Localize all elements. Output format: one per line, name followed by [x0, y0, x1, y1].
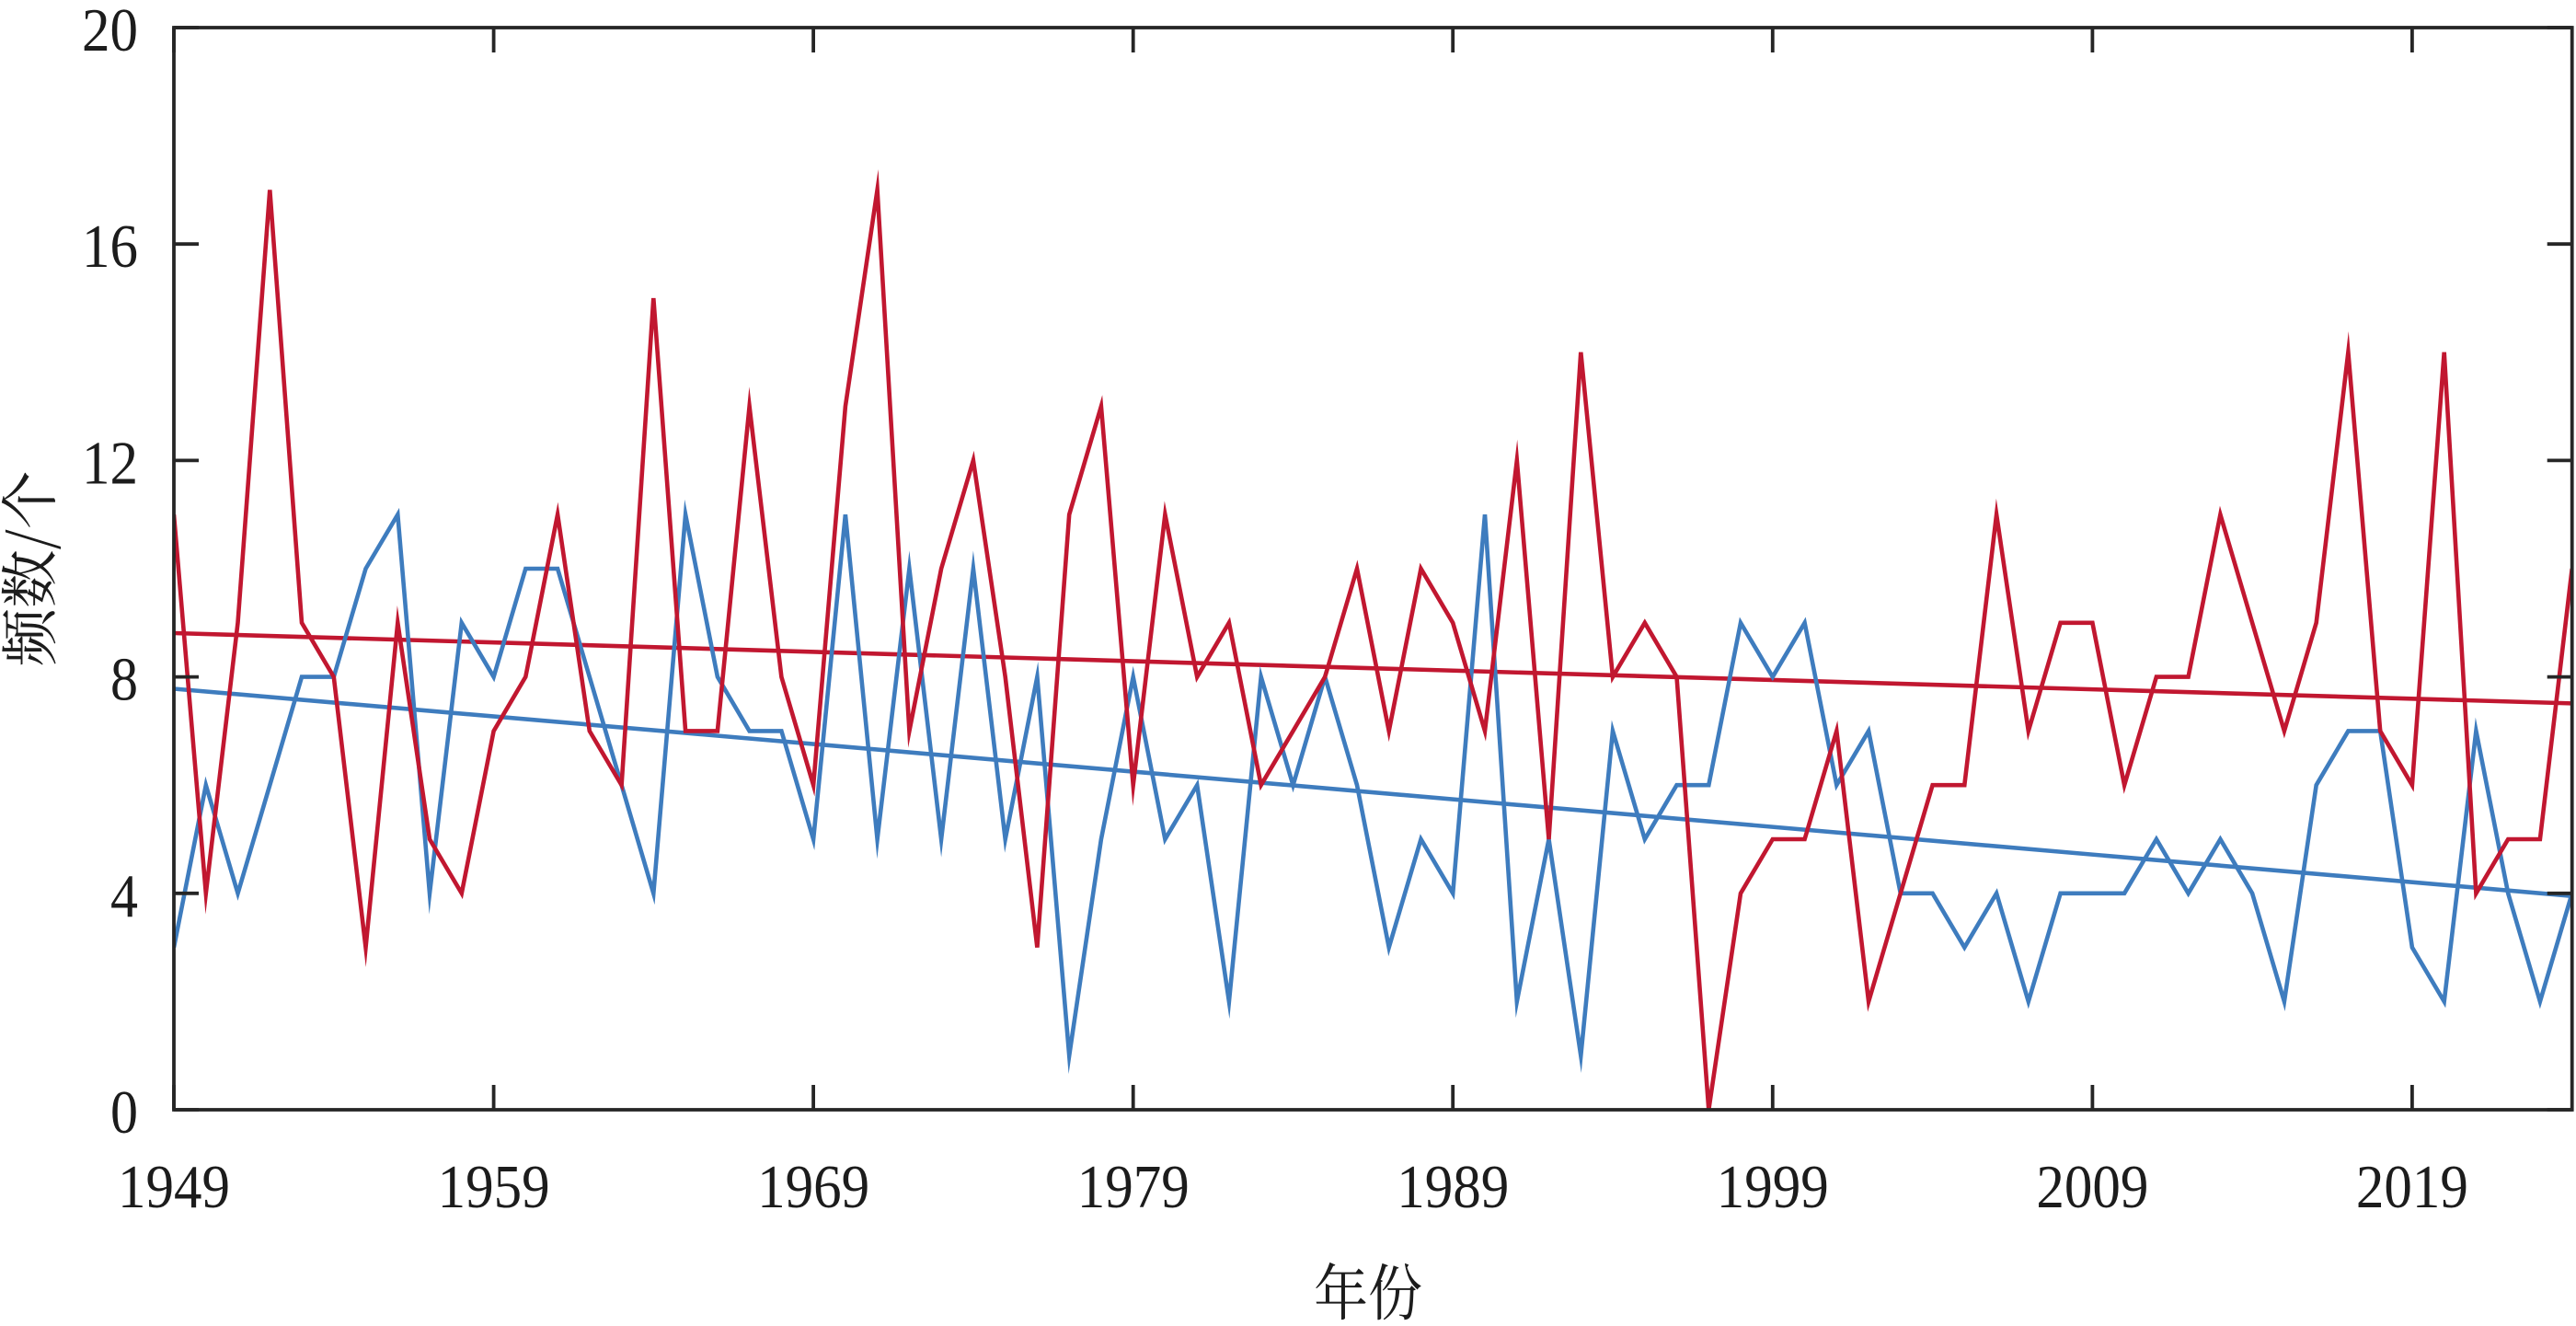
svg-text:4: 4 [110, 862, 138, 930]
svg-text:2009: 2009 [2036, 1153, 2148, 1221]
svg-text:1989: 1989 [1397, 1153, 1509, 1221]
svg-text:1959: 1959 [438, 1153, 550, 1221]
svg-text:12: 12 [82, 429, 138, 497]
svg-text:1979: 1979 [1077, 1153, 1190, 1221]
svg-text:16: 16 [82, 213, 138, 281]
svg-text:1949: 1949 [118, 1153, 230, 1221]
svg-text:0: 0 [110, 1078, 138, 1147]
svg-text:20: 20 [82, 0, 138, 64]
svg-text:2019: 2019 [2356, 1153, 2468, 1221]
svg-text:8: 8 [110, 646, 138, 714]
svg-text:1969: 1969 [757, 1153, 869, 1221]
svg-text:1999: 1999 [1717, 1153, 1829, 1221]
